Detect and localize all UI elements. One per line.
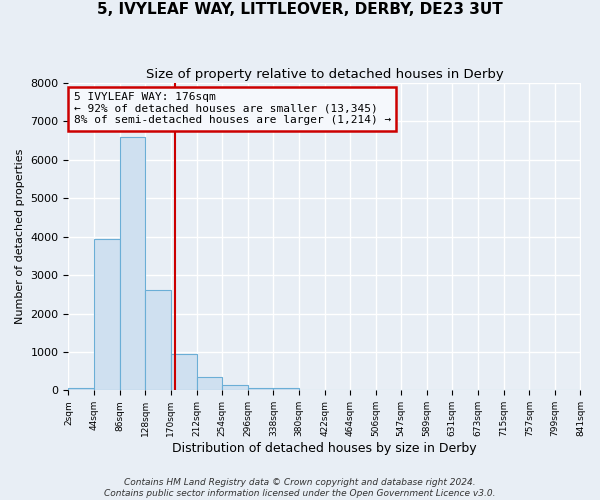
Bar [222,386,248,390]
Bar [197,378,222,390]
Bar [171,354,197,391]
Y-axis label: Number of detached properties: Number of detached properties [15,149,25,324]
Text: 5, IVYLEAF WAY, LITTLEOVER, DERBY, DE23 3UT: 5, IVYLEAF WAY, LITTLEOVER, DERBY, DE23 … [97,2,503,18]
Bar [68,388,94,390]
Bar [119,137,145,390]
Text: Contains HM Land Registry data © Crown copyright and database right 2024.
Contai: Contains HM Land Registry data © Crown c… [104,478,496,498]
Title: Size of property relative to detached houses in Derby: Size of property relative to detached ho… [146,68,503,80]
Bar [248,388,274,390]
Bar [94,238,119,390]
X-axis label: Distribution of detached houses by size in Derby: Distribution of detached houses by size … [172,442,477,455]
Text: 5 IVYLEAF WAY: 176sqm
← 92% of detached houses are smaller (13,345)
8% of semi-d: 5 IVYLEAF WAY: 176sqm ← 92% of detached … [74,92,391,126]
Bar [274,388,299,390]
Bar [145,290,171,390]
